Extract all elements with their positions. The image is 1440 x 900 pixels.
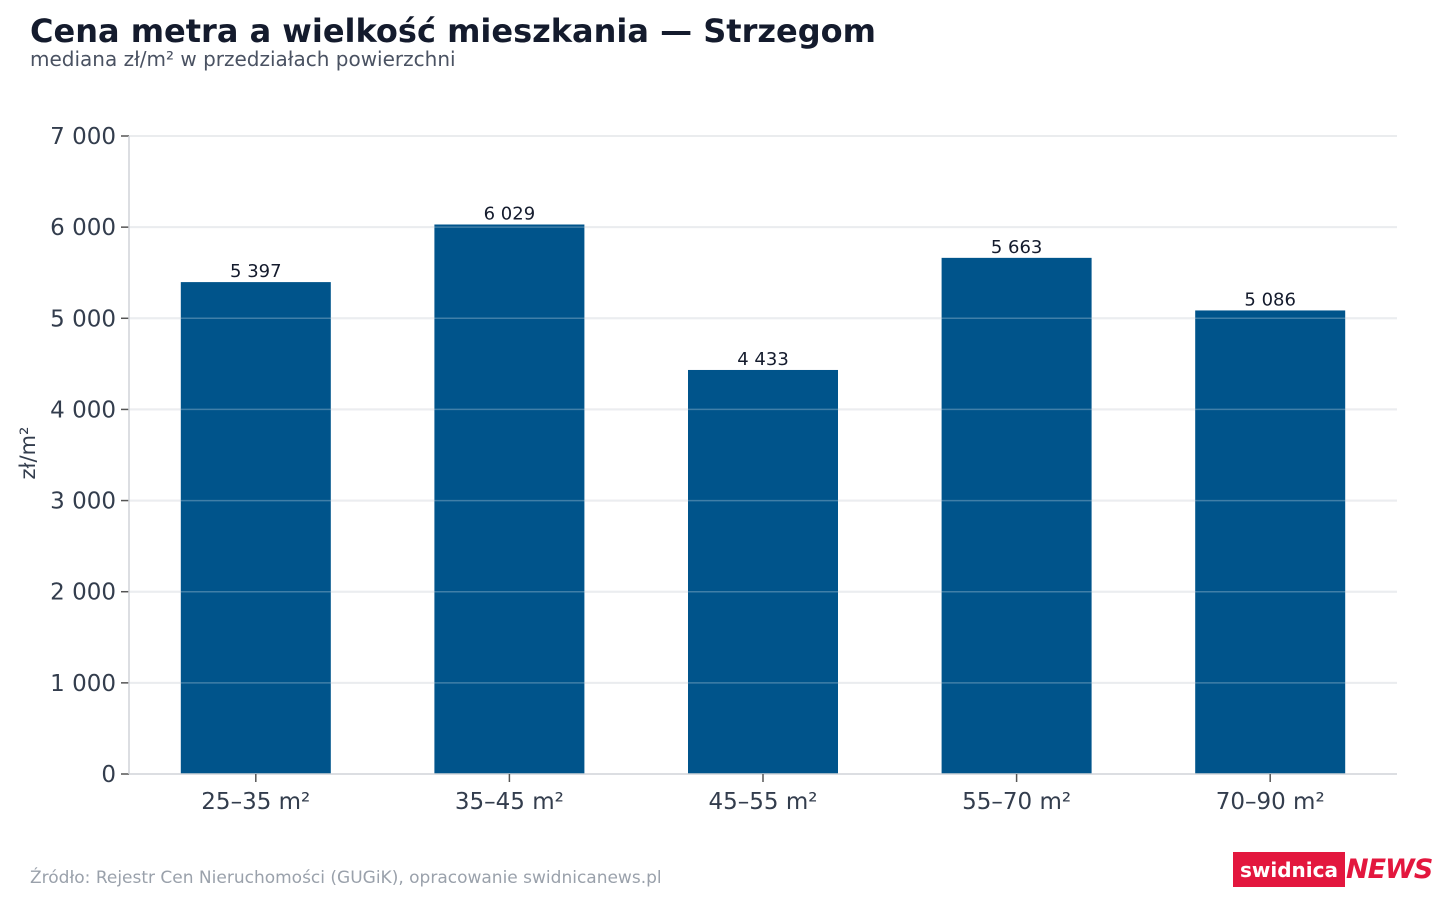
- brand-logo: swidnica NEWS: [1233, 852, 1433, 887]
- x-tick-label: 25–35 m²: [201, 789, 310, 815]
- axes: [121, 135, 1397, 782]
- bar: [941, 257, 1092, 774]
- bar-value-label: 4 433: [737, 349, 789, 370]
- y-tick-label: 4 000: [50, 397, 116, 423]
- logo-text-news: NEWS: [1346, 854, 1433, 885]
- bar: [434, 224, 585, 775]
- bars: [129, 135, 1397, 775]
- y-tick-label: 2 000: [50, 580, 116, 606]
- chart-subtitle: mediana zł/m² w przedziałach powierzchni: [30, 47, 456, 71]
- y-tick-label: 7 000: [50, 124, 116, 150]
- chart-title: Cena metra a wielkość mieszkania — Strze…: [30, 12, 876, 50]
- source-note: Źródło: Rejestr Cen Nieruchomości (GUGiK…: [30, 868, 662, 888]
- x-tick-label: 70–90 m²: [1216, 789, 1325, 815]
- y-tick-label: 5 000: [50, 306, 116, 332]
- y-tick-label: 3 000: [50, 489, 116, 515]
- y-axis-label: zł/m²: [16, 427, 40, 480]
- bar-value-label: 5 663: [991, 237, 1043, 258]
- bar: [180, 282, 331, 774]
- x-tick-label: 35–45 m²: [455, 789, 564, 815]
- y-tick-label: 6 000: [50, 215, 116, 241]
- bar: [688, 369, 838, 774]
- bar-value-label: 6 029: [484, 203, 536, 224]
- x-tick-label: 55–70 m²: [962, 789, 1071, 815]
- bar-value-label: 5 086: [1244, 289, 1296, 310]
- x-tick-label: 45–55 m²: [709, 789, 818, 815]
- y-tick-label: 1 000: [50, 671, 116, 697]
- labels: 0 1 000 2 000 3 000 4 000 5 000 6 000 7 000 5 39…: [50, 124, 1325, 815]
- bar: [1195, 310, 1346, 774]
- y-tick-label: 0: [101, 762, 116, 788]
- logo-text-swidnica: swidnica: [1233, 852, 1345, 887]
- bar-value-label: 5 397: [230, 261, 282, 282]
